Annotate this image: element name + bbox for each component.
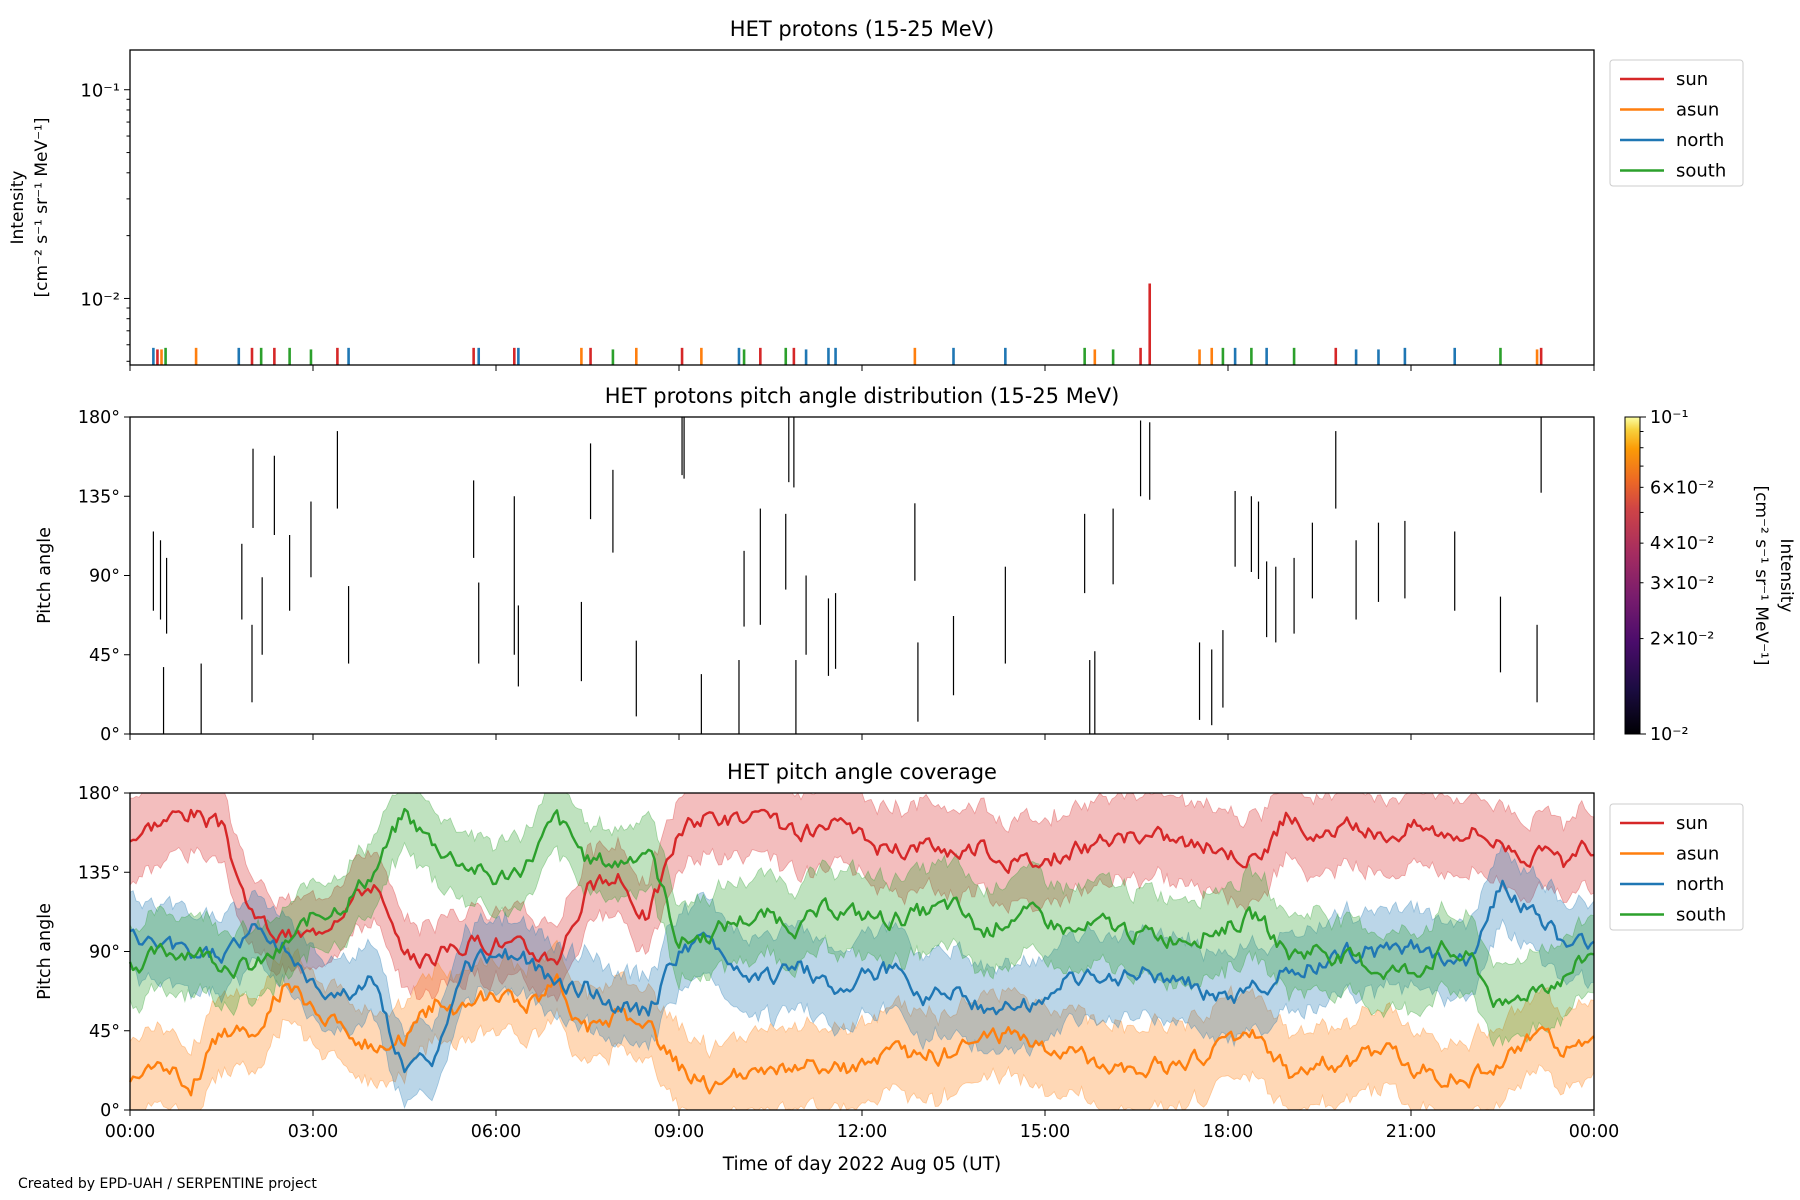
y-tick-label: 0° bbox=[100, 1101, 120, 1121]
x-tick-label: 09:00 bbox=[654, 1122, 704, 1142]
panel-pitch-angle-coverage: HET pitch angle coverage 0° 45° 90° 135° 180°… bbox=[35, 760, 1744, 1175]
y-axis-label: Pitch angle bbox=[35, 903, 55, 1000]
coverage-line-sun bbox=[129, 808, 1595, 969]
plot-frame bbox=[129, 49, 1595, 366]
legend-label-sun: sun bbox=[1676, 813, 1708, 834]
y-tick-label: 10⁻¹ bbox=[80, 81, 120, 102]
legend-label-south: south bbox=[1676, 161, 1726, 182]
chart-title: HET protons pitch angle distribution (15… bbox=[605, 384, 1120, 408]
y-tick-label: 45° bbox=[89, 1022, 120, 1042]
coverage-line-asun bbox=[128, 973, 1595, 1097]
colorbar bbox=[1624, 416, 1641, 735]
colorbar-tick-label: 3×10⁻² bbox=[1650, 574, 1714, 594]
y-tick-label: 90° bbox=[89, 567, 120, 587]
x-tick-label: 15:00 bbox=[1020, 1122, 1070, 1142]
x-tick-label: 06:00 bbox=[471, 1122, 521, 1142]
colorbar-tick-label: 6×10⁻² bbox=[1650, 478, 1714, 498]
x-tick-label: 00:00 bbox=[1569, 1122, 1619, 1142]
y-axis-label: Intensity bbox=[8, 171, 28, 245]
y-tick-label: 135° bbox=[78, 487, 120, 507]
y-tick-label: 90° bbox=[89, 943, 120, 963]
legend-label-sun: sun bbox=[1676, 69, 1708, 90]
y-axis-label: Pitch angle bbox=[35, 527, 55, 624]
panel-intensity: HET protons (15-25 MeV) 10⁻² 10⁻¹ Intensity… bbox=[8, 17, 1744, 371]
x-axis-label: Time of day 2022 Aug 05 (UT) bbox=[722, 1154, 1001, 1175]
colorbar-tick-label: 10⁻² bbox=[1650, 725, 1689, 745]
legend-box bbox=[1609, 803, 1744, 931]
legend-label-north: north bbox=[1676, 874, 1724, 895]
x-tick-label: 03:00 bbox=[288, 1122, 338, 1142]
coverage-line-north bbox=[129, 879, 1595, 1074]
x-tick-label: 12:00 bbox=[837, 1122, 887, 1142]
plot-frame bbox=[129, 416, 1595, 735]
coverage-line-south bbox=[128, 807, 1595, 1008]
y-tick-label: 180° bbox=[78, 408, 120, 428]
y-tick-label: 0° bbox=[100, 725, 120, 745]
panel-pitch-angle-distribution: HET protons pitch angle distribution (15… bbox=[35, 384, 1796, 745]
colorbar-label: Intensity bbox=[1776, 539, 1796, 613]
colorbar-label-units: [cm⁻² s⁻¹ sr⁻¹ MeV⁻¹] bbox=[1751, 486, 1771, 666]
y-axis-label-units: [cm⁻² s⁻¹ sr⁻¹ MeV⁻¹] bbox=[32, 118, 52, 298]
colorbar-tick-label: 2×10⁻² bbox=[1650, 630, 1714, 650]
y-tick-label: 180° bbox=[78, 784, 120, 804]
colorbar-tick-label: 4×10⁻² bbox=[1650, 534, 1714, 554]
y-tick-label: 10⁻² bbox=[80, 289, 120, 310]
legend-label-south: south bbox=[1676, 905, 1726, 926]
legend-label-north: north bbox=[1676, 130, 1724, 151]
x-tick-label: 21:00 bbox=[1386, 1122, 1436, 1142]
y-tick-label: 45° bbox=[89, 646, 120, 666]
chart-title: HET protons (15-25 MeV) bbox=[730, 17, 994, 41]
legend-box bbox=[1609, 59, 1744, 187]
x-tick-label: 18:00 bbox=[1203, 1122, 1253, 1142]
credit-text: Created by EPD-UAH / SERPENTINE project bbox=[18, 1176, 317, 1192]
y-tick-label: 135° bbox=[78, 863, 120, 883]
x-tick-label: 00:00 bbox=[105, 1122, 155, 1142]
colorbar-tick-label: 10⁻¹ bbox=[1650, 408, 1689, 428]
chart-title: HET pitch angle coverage bbox=[727, 760, 997, 784]
legend-label-asun: asun bbox=[1676, 100, 1719, 121]
legend-label-asun: asun bbox=[1676, 844, 1719, 865]
